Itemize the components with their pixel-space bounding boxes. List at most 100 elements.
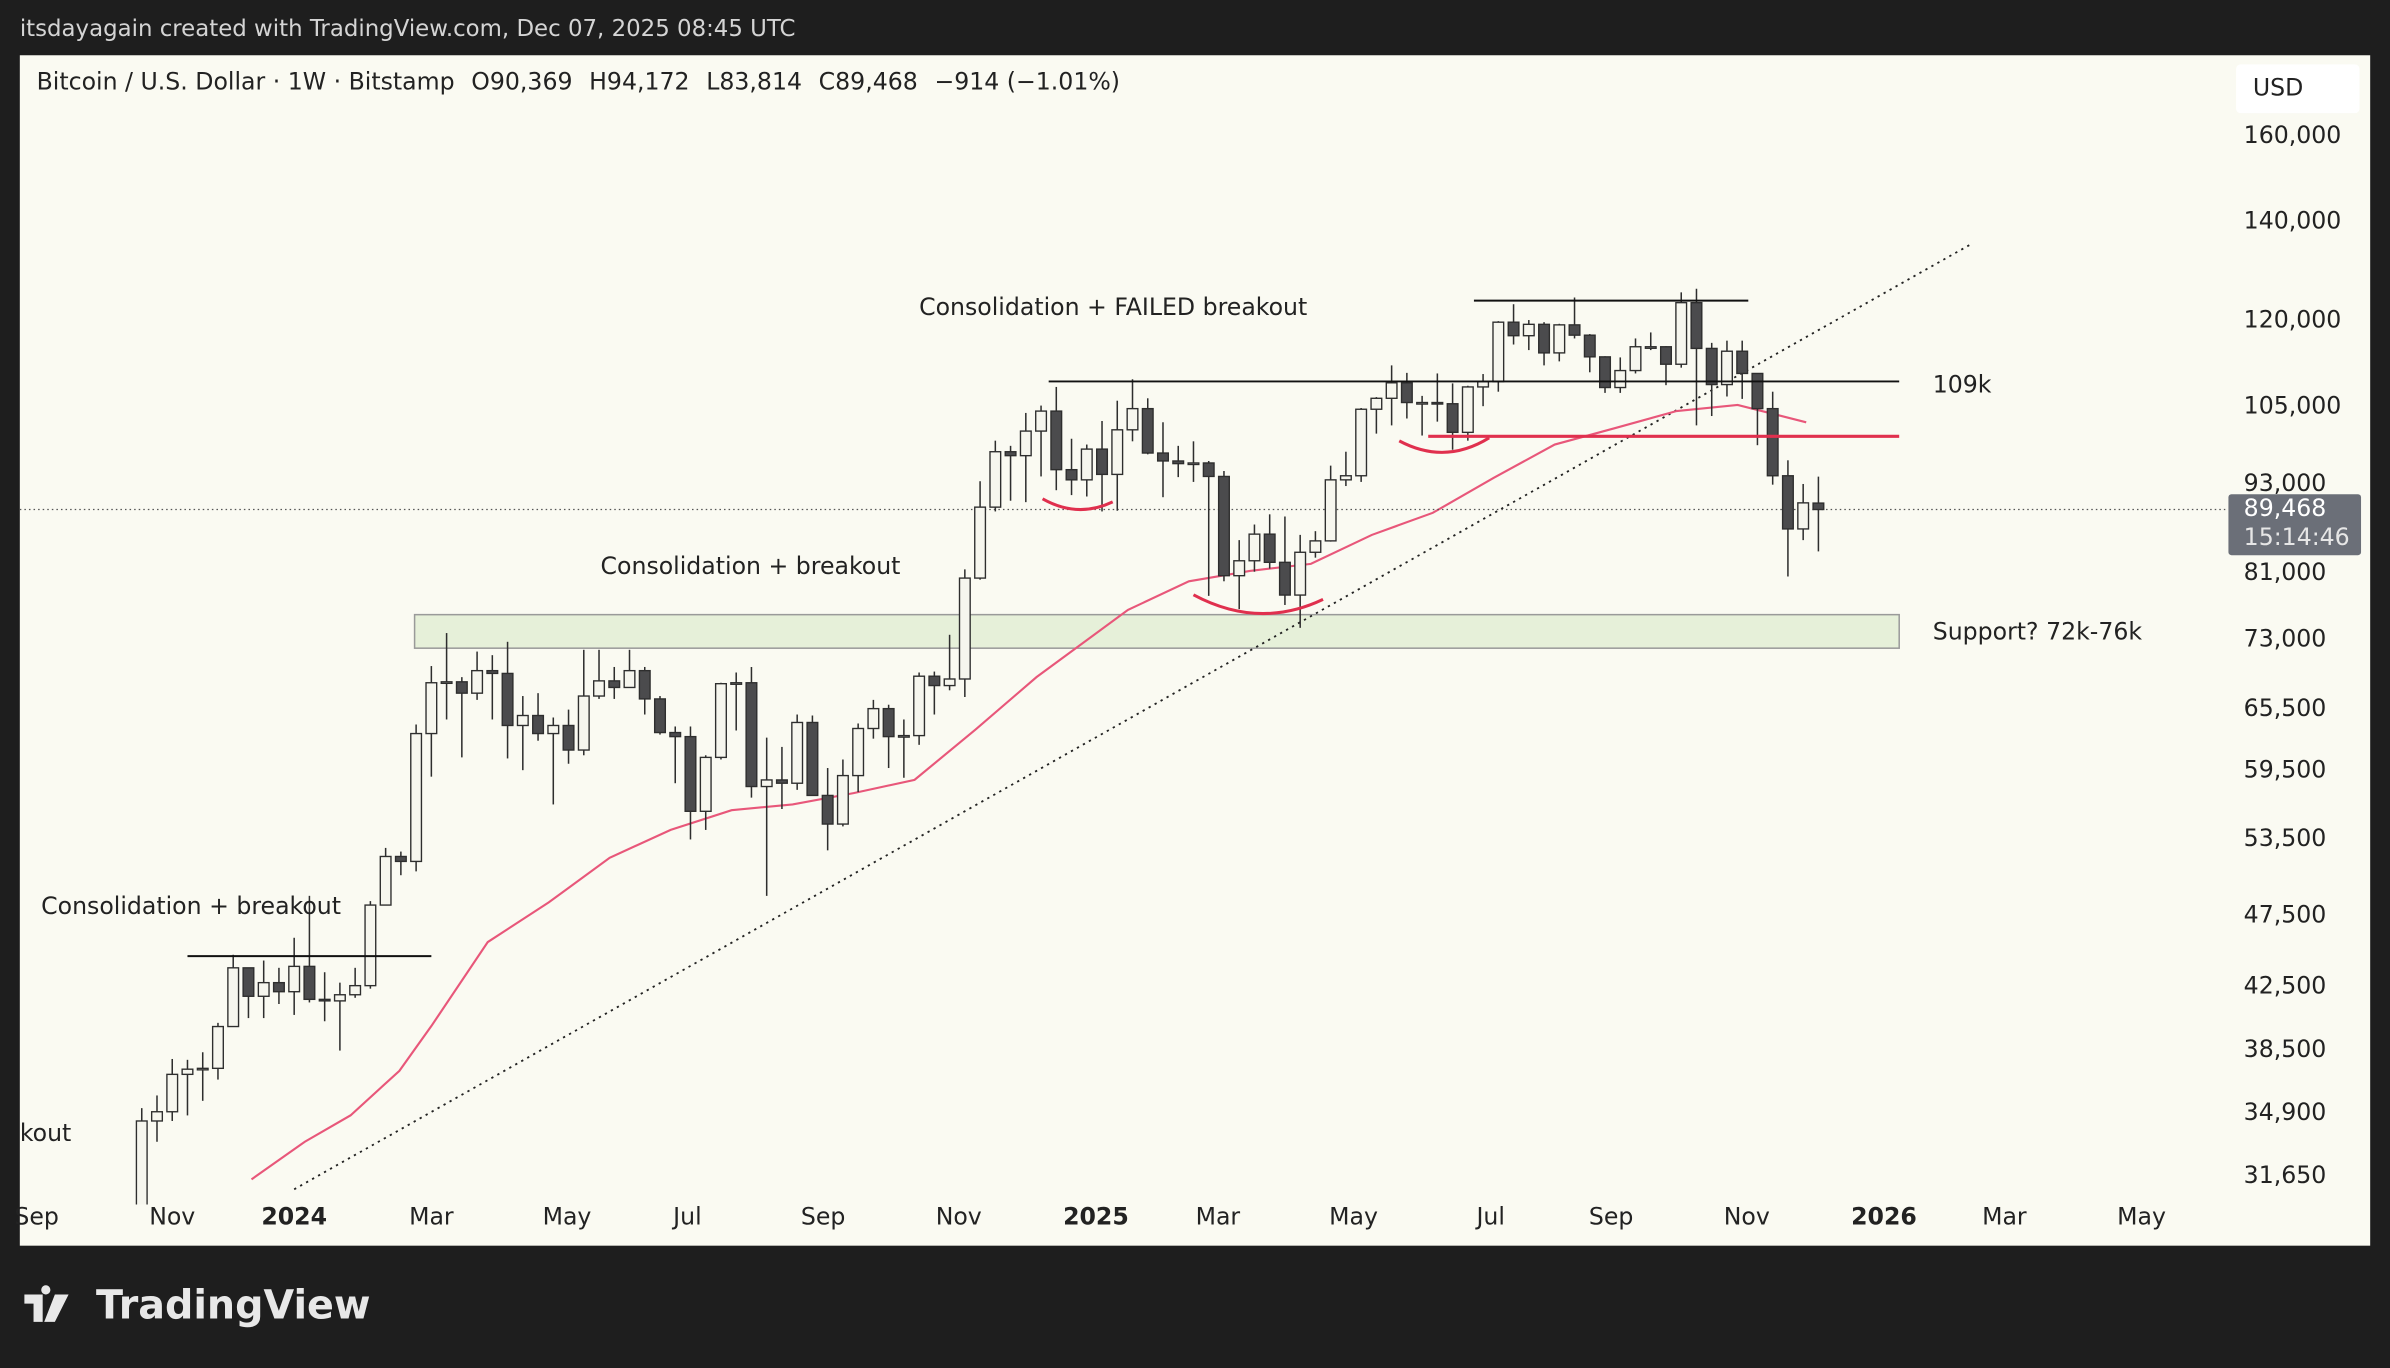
- candle-body: [349, 984, 362, 996]
- currency-button[interactable]: [2236, 64, 2360, 114]
- candle-body: [1598, 356, 1612, 389]
- support-zone: [413, 613, 1900, 649]
- candle-body: [227, 967, 240, 1028]
- candle-body: [135, 1120, 148, 1205]
- candle-body: [1019, 430, 1032, 457]
- last-price: 89,468: [2244, 494, 2327, 522]
- drawings-front: Consolidation + FAILED breakout Consolid…: [20, 293, 2143, 1147]
- arc: [1192, 593, 1324, 616]
- candle-body: [1065, 468, 1078, 481]
- candle-body: [1309, 540, 1322, 553]
- legend-key: H: [589, 67, 607, 95]
- currency[interactable]: USD: [2253, 73, 2303, 101]
- candle-body: [867, 707, 880, 730]
- y-tick-label: 81,000: [2244, 558, 2327, 586]
- candle-body: [1507, 321, 1520, 337]
- candle-body: [1416, 401, 1429, 405]
- x-tick-label: Jul: [671, 1203, 702, 1231]
- x-tick-label: Sep: [1589, 1203, 1634, 1231]
- candle-body: [394, 855, 407, 863]
- y-tick-label: 31,650: [2244, 1161, 2327, 1189]
- candle-body: [1446, 403, 1459, 434]
- candle-body: [455, 681, 468, 694]
- candle-body: [760, 779, 773, 788]
- candle-body: [318, 998, 331, 1002]
- logo-text: TradingView: [96, 1283, 371, 1329]
- y-tick-label: 120,000: [2244, 306, 2342, 334]
- arc: [1041, 497, 1114, 512]
- candle-body: [745, 682, 758, 788]
- candle-body: [1553, 324, 1566, 354]
- candle-body: [1690, 301, 1703, 350]
- x-tick-label: 2026: [1851, 1203, 1917, 1231]
- x-tick-label: Mar: [1982, 1203, 2027, 1231]
- candle-body: [608, 680, 621, 689]
- annotation: kout: [20, 1119, 72, 1147]
- candle-body: [958, 577, 971, 680]
- candle-body: [1233, 560, 1246, 577]
- candle-body: [1355, 408, 1368, 477]
- candle-body: [532, 714, 545, 735]
- moving-average: [250, 403, 1807, 1181]
- candle-body: [1370, 397, 1383, 410]
- candle-body: [913, 675, 926, 737]
- candle-body: [1385, 382, 1398, 399]
- x-tick-label: Mar: [1196, 1203, 1241, 1231]
- candle-body: [166, 1073, 179, 1113]
- annotation: Consolidation + FAILED breakout: [919, 293, 1307, 321]
- trendline: [293, 243, 1972, 1191]
- annotation: Support? 72k-76k: [1933, 617, 2143, 645]
- candle-body: [1675, 301, 1688, 365]
- legend-key: L: [706, 67, 720, 95]
- candle-body: [272, 981, 285, 993]
- candle-body: [730, 682, 743, 685]
- x-tick-label: May: [543, 1203, 592, 1231]
- candle-body: [836, 774, 849, 825]
- candle-body: [1339, 475, 1352, 481]
- candle-body: [638, 669, 651, 700]
- x-tick-label: Sep: [801, 1203, 846, 1231]
- candle-body: [1172, 460, 1185, 465]
- candle-body: [1583, 334, 1596, 358]
- chart-area: [19, 55, 2371, 1246]
- y-tick-label: 73,000: [2244, 625, 2327, 653]
- candle-body: [1720, 350, 1733, 386]
- x-tick-label: Sep: [14, 1203, 59, 1231]
- candle-body: [1217, 475, 1230, 577]
- candle-body: [1278, 561, 1291, 596]
- candle-body: [897, 734, 910, 738]
- candle-body: [1492, 321, 1505, 383]
- candle-body: [1629, 346, 1642, 372]
- price-tag-box: [2228, 494, 2362, 556]
- y-tick-label: 65,500: [2244, 694, 2327, 722]
- credit: itsdayagain created with TradingView.com…: [20, 16, 796, 42]
- candle-body: [1294, 551, 1307, 596]
- candle-body: [684, 735, 697, 812]
- y-tick-label: 140,000: [2244, 207, 2342, 235]
- logo: TradingView: [24, 1283, 371, 1329]
- candle-body: [333, 994, 346, 1002]
- candle-body: [1736, 350, 1749, 375]
- candle-body: [379, 855, 392, 906]
- candle-body: [852, 727, 865, 777]
- candle-body: [1187, 462, 1200, 466]
- candle-body: [288, 965, 301, 993]
- candle-body: [1781, 475, 1794, 530]
- candle-body: [1614, 369, 1627, 389]
- candle-body: [150, 1111, 164, 1122]
- x-tick-label: May: [1329, 1203, 1378, 1231]
- candle-body: [943, 678, 956, 687]
- candle-body: [1568, 324, 1581, 336]
- arc: [1398, 436, 1490, 454]
- x-tick-label: Jul: [1474, 1203, 1505, 1231]
- y-tick-label: 42,500: [2244, 972, 2327, 1000]
- y-tick-label: 93,000: [2244, 469, 2327, 497]
- y-tick-label: 105,000: [2244, 391, 2342, 419]
- y-tick-label: 34,900: [2244, 1098, 2327, 1126]
- candle-body: [806, 721, 819, 797]
- drawings: [19, 243, 2226, 1191]
- candle-body: [593, 680, 606, 697]
- candle-body: [364, 904, 377, 987]
- candle-body: [211, 1025, 224, 1070]
